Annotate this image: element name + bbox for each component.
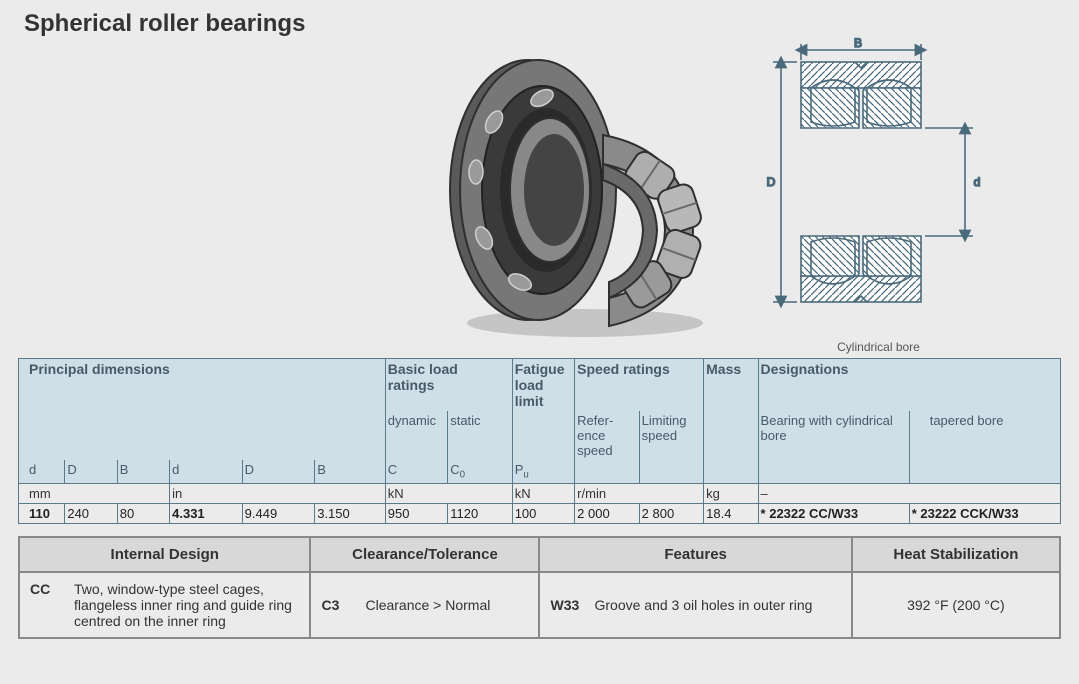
- unit-kg: kg: [704, 483, 758, 503]
- sym-Pu: Pu: [512, 460, 574, 483]
- sym-D-in: D: [242, 460, 315, 483]
- info-clearance-text: Clearance > Normal: [365, 597, 490, 613]
- info-clearance-cell: C3 Clearance > Normal: [310, 572, 539, 638]
- info-features-text: Groove and 3 oil holes in outer ring: [594, 597, 812, 613]
- spec-table: Principal dimensions Basic load ratings …: [18, 358, 1061, 524]
- info-hdr-features: Features: [539, 537, 851, 572]
- info-heat-cell: 392 °F (200 °C): [852, 572, 1060, 638]
- sym-B-in: B: [315, 460, 386, 483]
- hdr-mass: Mass: [704, 359, 758, 412]
- bearing-3d-illustration: [413, 40, 723, 350]
- unit-kN2: kN: [512, 483, 574, 503]
- val-d-mm: 110: [19, 503, 65, 523]
- val-D-mm: 240: [65, 503, 117, 523]
- info-table: Internal Design Clearance/Tolerance Feat…: [18, 536, 1061, 639]
- info-design-text: Two, window-type steel cages, flangeless…: [74, 581, 299, 629]
- sym-d-in: d: [170, 460, 243, 483]
- hdr-principal: Principal dimensions: [19, 359, 386, 412]
- info-hdr-heat: Heat Stabilization: [852, 537, 1060, 572]
- hdr-speed-lim: Limiting speed: [639, 411, 703, 460]
- val-desig-cyl: * 22322 CC/W33: [758, 503, 909, 523]
- hero-row: B: [18, 44, 1061, 354]
- hdr-desig-sub: Bearing with cylindrical bore: [758, 411, 909, 460]
- table-row: 110 240 80 4.331 9.449 3.150 950 1120 10…: [19, 503, 1061, 523]
- hdr-fatigue: Fatigue load limit: [512, 359, 574, 412]
- hdr-speed-ref: Refer-ence speed: [575, 411, 639, 460]
- hdr-load-dyn: dynamic: [385, 411, 447, 460]
- unit-mm: mm: [19, 483, 170, 503]
- info-clearance-code: C3: [321, 597, 355, 613]
- sym-C0: C0: [448, 460, 512, 483]
- val-sp-lim: 2 800: [639, 503, 703, 523]
- dim-b-label: B: [854, 36, 862, 50]
- info-hdr-design: Internal Design: [19, 537, 310, 572]
- hdr-speed: Speed ratings: [575, 359, 704, 412]
- hdr-load-sta: static: [448, 411, 512, 460]
- info-design-cell: CC Two, window-type steel cages, flangel…: [19, 572, 310, 638]
- sym-B-mm: B: [117, 460, 169, 483]
- val-mass: 18.4: [704, 503, 758, 523]
- sym-d-mm: d: [19, 460, 65, 483]
- val-C0: 1120: [448, 503, 512, 523]
- sym-C: C: [385, 460, 447, 483]
- hdr-desig: Designations: [758, 359, 1060, 412]
- schematic-caption: Cylindrical bore: [741, 340, 1016, 354]
- dim-d-label: d: [974, 175, 981, 189]
- val-sp-ref: 2 000: [575, 503, 639, 523]
- schematic-diagram: B: [741, 36, 1016, 354]
- val-B-in: 3.150: [315, 503, 386, 523]
- val-d-in: 4.331: [170, 503, 243, 523]
- val-Pu: 100: [512, 503, 574, 523]
- info-hdr-clearance: Clearance/Tolerance: [310, 537, 539, 572]
- page-title: Spherical roller bearings: [24, 10, 1061, 38]
- info-features-code: W33: [550, 597, 584, 613]
- unit-rmin: r/min: [575, 483, 704, 503]
- hdr-desig-tap: tapered bore: [909, 411, 1060, 460]
- unit-kN: kN: [385, 483, 512, 503]
- val-D-in: 9.449: [242, 503, 315, 523]
- hdr-load: Basic load ratings: [385, 359, 512, 412]
- val-C: 950: [385, 503, 447, 523]
- info-features-cell: W33 Groove and 3 oil holes in outer ring: [539, 572, 851, 638]
- unit-dash: –: [758, 483, 1060, 503]
- sym-D-mm: D: [65, 460, 117, 483]
- dim-D-label: D: [767, 175, 776, 189]
- val-B-mm: 80: [117, 503, 169, 523]
- val-desig-tap: * 23222 CCK/W33: [909, 503, 1060, 523]
- info-design-code: CC: [30, 581, 64, 597]
- unit-in: in: [170, 483, 386, 503]
